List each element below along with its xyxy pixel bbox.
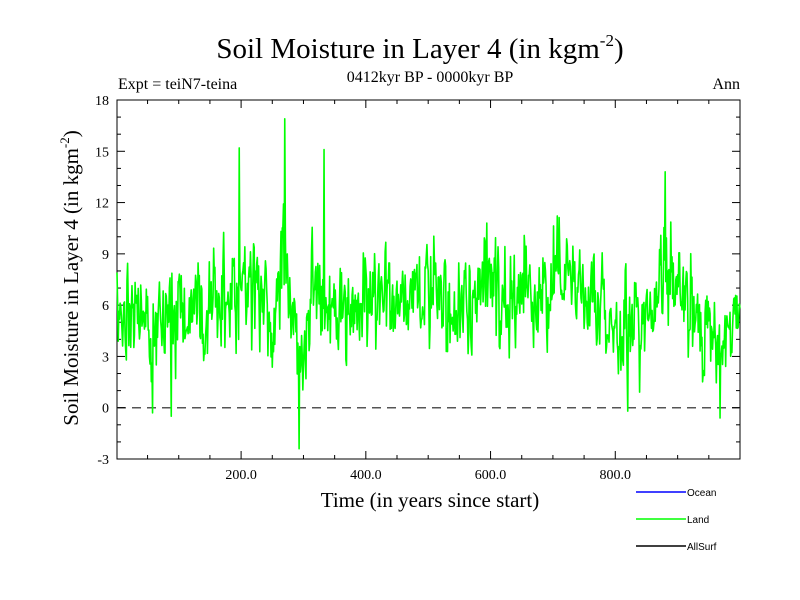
y-tick-label: 9 [102,248,109,263]
legend-label-ocean: Ocean [687,488,716,499]
season-label: Ann [712,76,740,93]
axis-ticks [117,99,740,460]
legend-label-allsurf: AllSurf [687,542,717,553]
series-line-land [116,118,741,450]
expt-label: Expt = teiN7-teina [118,76,237,93]
y-tick-label: 0 [102,402,109,417]
y-axis-label: Soil Moisture in Layer 4 (in kgm-2) [57,130,83,425]
chart-title-superscript: -2 [600,31,614,50]
x-tick-label: 800.0 [600,468,632,483]
chart-title: Soil Moisture in Layer 4 (in kgm-2) [216,31,623,65]
y-tick-label: 6 [102,299,109,314]
axis-tick-labels: -3 0 3 6 9 12 15 18 200.0 400.0 600.0 800.0 [95,94,631,483]
x-tick-label: 200.0 [225,468,257,483]
legend-label-land: Land [687,515,709,526]
y-tick-label: 18 [95,94,109,109]
y-tick-label: 3 [102,350,109,365]
x-tick-label: 600.0 [475,468,507,483]
legend: Ocean Land AllSurf [636,488,717,553]
y-tick-label: 12 [95,197,109,212]
x-axis-label: Time (in years since start) [321,488,540,512]
y-tick-label: 15 [95,145,109,160]
y-axis-label-superscript: -2 [57,137,72,148]
y-tick-label: -3 [97,453,109,468]
period-subtitle: 0412kyr BP - 0000kyr BP [347,69,514,86]
x-tick-label: 400.0 [350,468,382,483]
